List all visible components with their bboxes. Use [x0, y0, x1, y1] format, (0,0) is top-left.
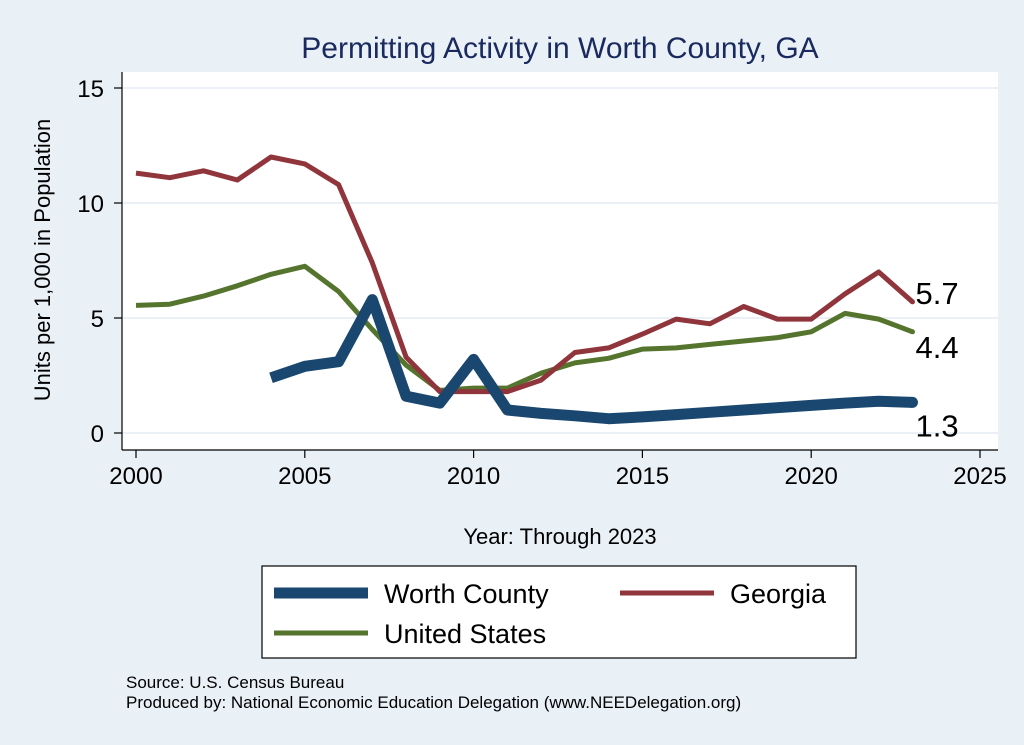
legend-label-georgia: Georgia [730, 579, 827, 609]
source-note: Source: U.S. Census Bureau [126, 673, 344, 692]
x-tick-label: 2000 [109, 463, 162, 490]
end-labels: 1.3 5.7 4.4 [915, 276, 958, 444]
legend-box [261, 565, 857, 659]
series-end-point [909, 299, 915, 305]
gridlines [122, 87, 998, 434]
chart-title: Permitting Activity in Worth County, GA [301, 32, 818, 65]
series-end-point [909, 329, 915, 335]
y-tick-label: 0 [91, 421, 104, 448]
x-tick-label: 2010 [447, 463, 500, 490]
legend-label-united-states: United States [384, 619, 546, 649]
end-label-united-states: 4.4 [915, 330, 958, 365]
legend: Worth County Georgia United States [261, 565, 857, 659]
x-axis-label: Year: Through 2023 [463, 524, 656, 549]
x-tick-label: 2025 [953, 463, 1006, 490]
series-line-georgia [135, 154, 915, 395]
x-tick-label: 2005 [278, 463, 331, 490]
x-tick-label: 2015 [616, 463, 669, 490]
produced-by-note: Produced by: National Economic Education… [126, 693, 741, 712]
series-layer [135, 154, 918, 425]
end-label-georgia: 5.7 [915, 276, 958, 311]
y-axis-label: Units per 1,000 in Population [30, 119, 55, 402]
series-line-united-states [135, 263, 914, 393]
axis-ticks: 0 5 10 15 2000 2005 2010 2015 2020 2025 [77, 76, 1006, 490]
y-tick-label: 5 [91, 306, 104, 333]
y-tick-label: 10 [77, 191, 104, 218]
y-tick-label: 15 [77, 76, 104, 103]
x-tick-label: 2020 [785, 463, 838, 490]
series-end-point [906, 396, 918, 408]
legend-label-worth-county: Worth County [384, 579, 549, 609]
plot-area [122, 72, 998, 450]
end-label-worth-county: 1.3 [915, 408, 958, 443]
series-line-worth-county [269, 294, 913, 425]
